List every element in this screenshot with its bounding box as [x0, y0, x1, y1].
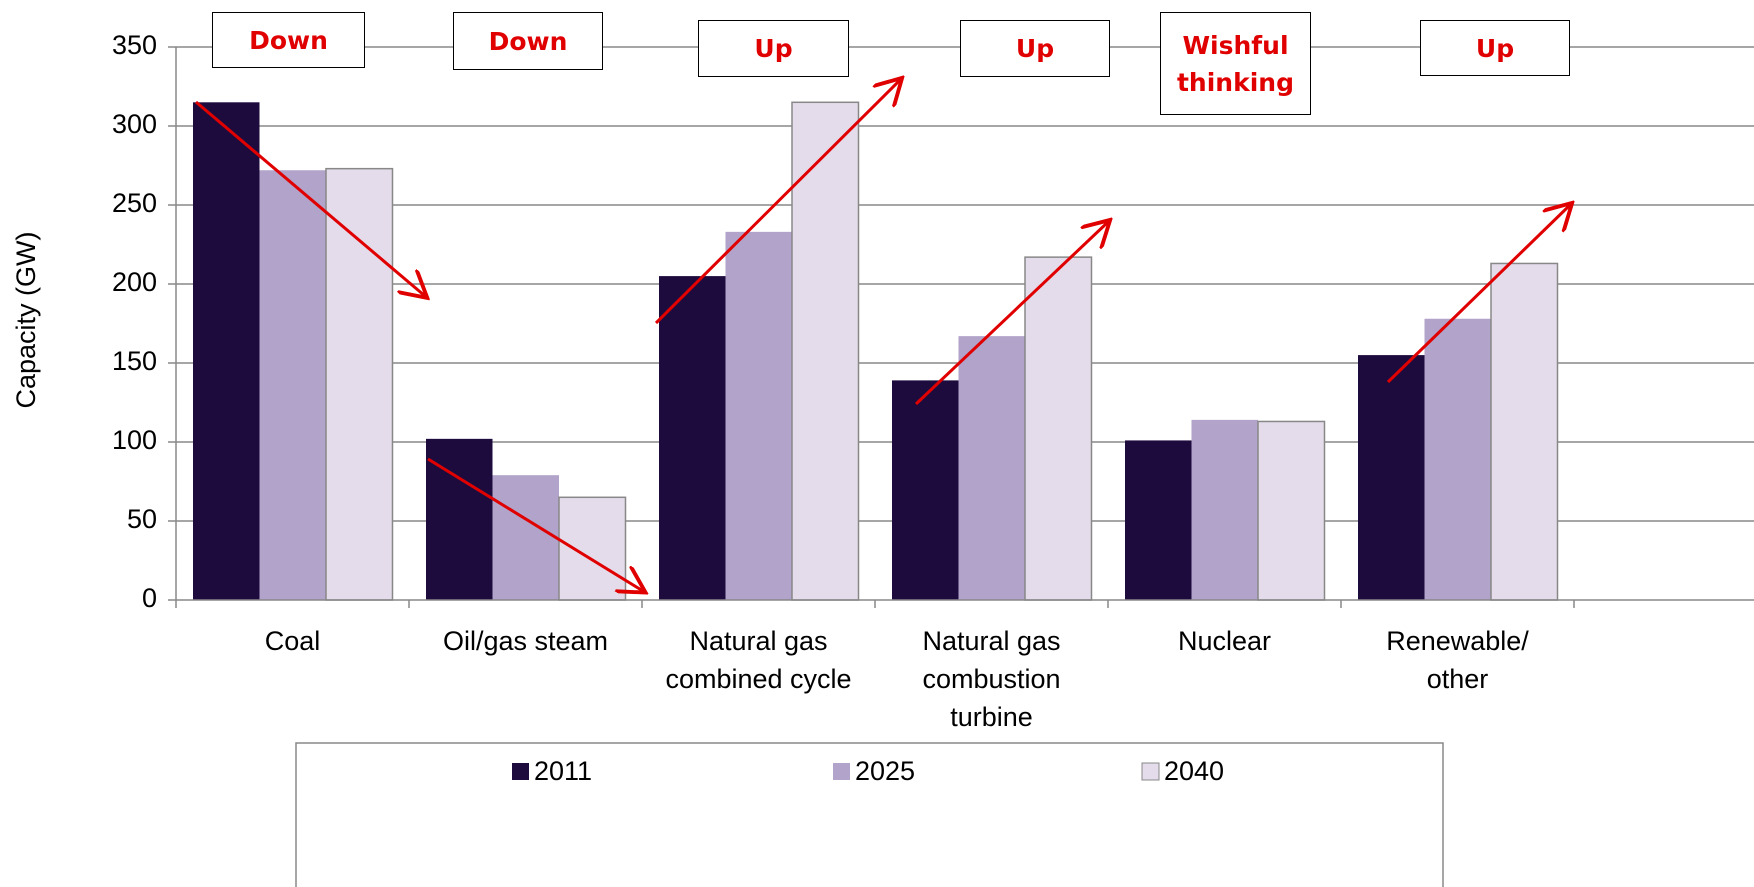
- bar: [1424, 318, 1491, 600]
- y-tick-label: 0: [142, 583, 157, 613]
- trend-arrows: [195, 80, 1570, 591]
- x-tick-label: Nuclear: [1177, 626, 1272, 656]
- legend-label: 2040: [1164, 756, 1224, 786]
- legend-swatch: [512, 763, 529, 780]
- y-tick-label: 50: [127, 504, 157, 534]
- x-axis-ticks: [175, 600, 1575, 608]
- annotation: Up: [1420, 20, 1570, 76]
- y-tick-label: 300: [112, 109, 157, 139]
- legend-box: [295, 742, 1444, 887]
- bar: [791, 101, 860, 601]
- bar: [492, 475, 559, 600]
- bar: [659, 276, 726, 600]
- bar: [1125, 440, 1192, 600]
- legend-label: 2011: [534, 756, 592, 786]
- y-tick-label: 100: [112, 425, 157, 455]
- x-tick-label: Renewable/ other: [1386, 626, 1529, 694]
- y-tick-label: 250: [112, 188, 157, 218]
- y-tick-label: 200: [112, 267, 157, 297]
- x-tick-label: Coal: [264, 626, 321, 656]
- annotation: Down: [453, 12, 603, 70]
- bar: [1490, 262, 1559, 601]
- bar: [1191, 419, 1258, 600]
- y-tick-label: 350: [112, 30, 157, 60]
- y-tick-label: 150: [112, 346, 157, 376]
- x-tick-label: Natural gas combined cycle: [665, 626, 852, 694]
- annotation: Down: [212, 12, 365, 68]
- x-tick-label: Natural gas combustion turbine: [922, 626, 1061, 732]
- bars: [193, 101, 1559, 601]
- bar: [1257, 420, 1326, 601]
- bar: [558, 496, 627, 601]
- bar: [1024, 256, 1093, 601]
- bar: [725, 231, 792, 601]
- bar: [193, 102, 260, 601]
- legend: 2011 2025 2040: [512, 756, 1224, 786]
- bar: [958, 336, 1025, 600]
- legend-swatch: [833, 763, 850, 780]
- legend-swatch: [1141, 762, 1160, 781]
- annotation: Up: [960, 20, 1110, 77]
- bar: [892, 380, 959, 600]
- bar: [259, 170, 326, 601]
- annotation: Up: [698, 20, 849, 77]
- bar: [1358, 355, 1425, 600]
- x-tick-label: Oil/gas steam: [442, 626, 609, 656]
- legend-label: 2025: [855, 756, 915, 786]
- bar: [325, 167, 394, 601]
- y-axis-label: Capacity (GW): [11, 231, 41, 408]
- annotation: Wishful thinking: [1160, 12, 1311, 115]
